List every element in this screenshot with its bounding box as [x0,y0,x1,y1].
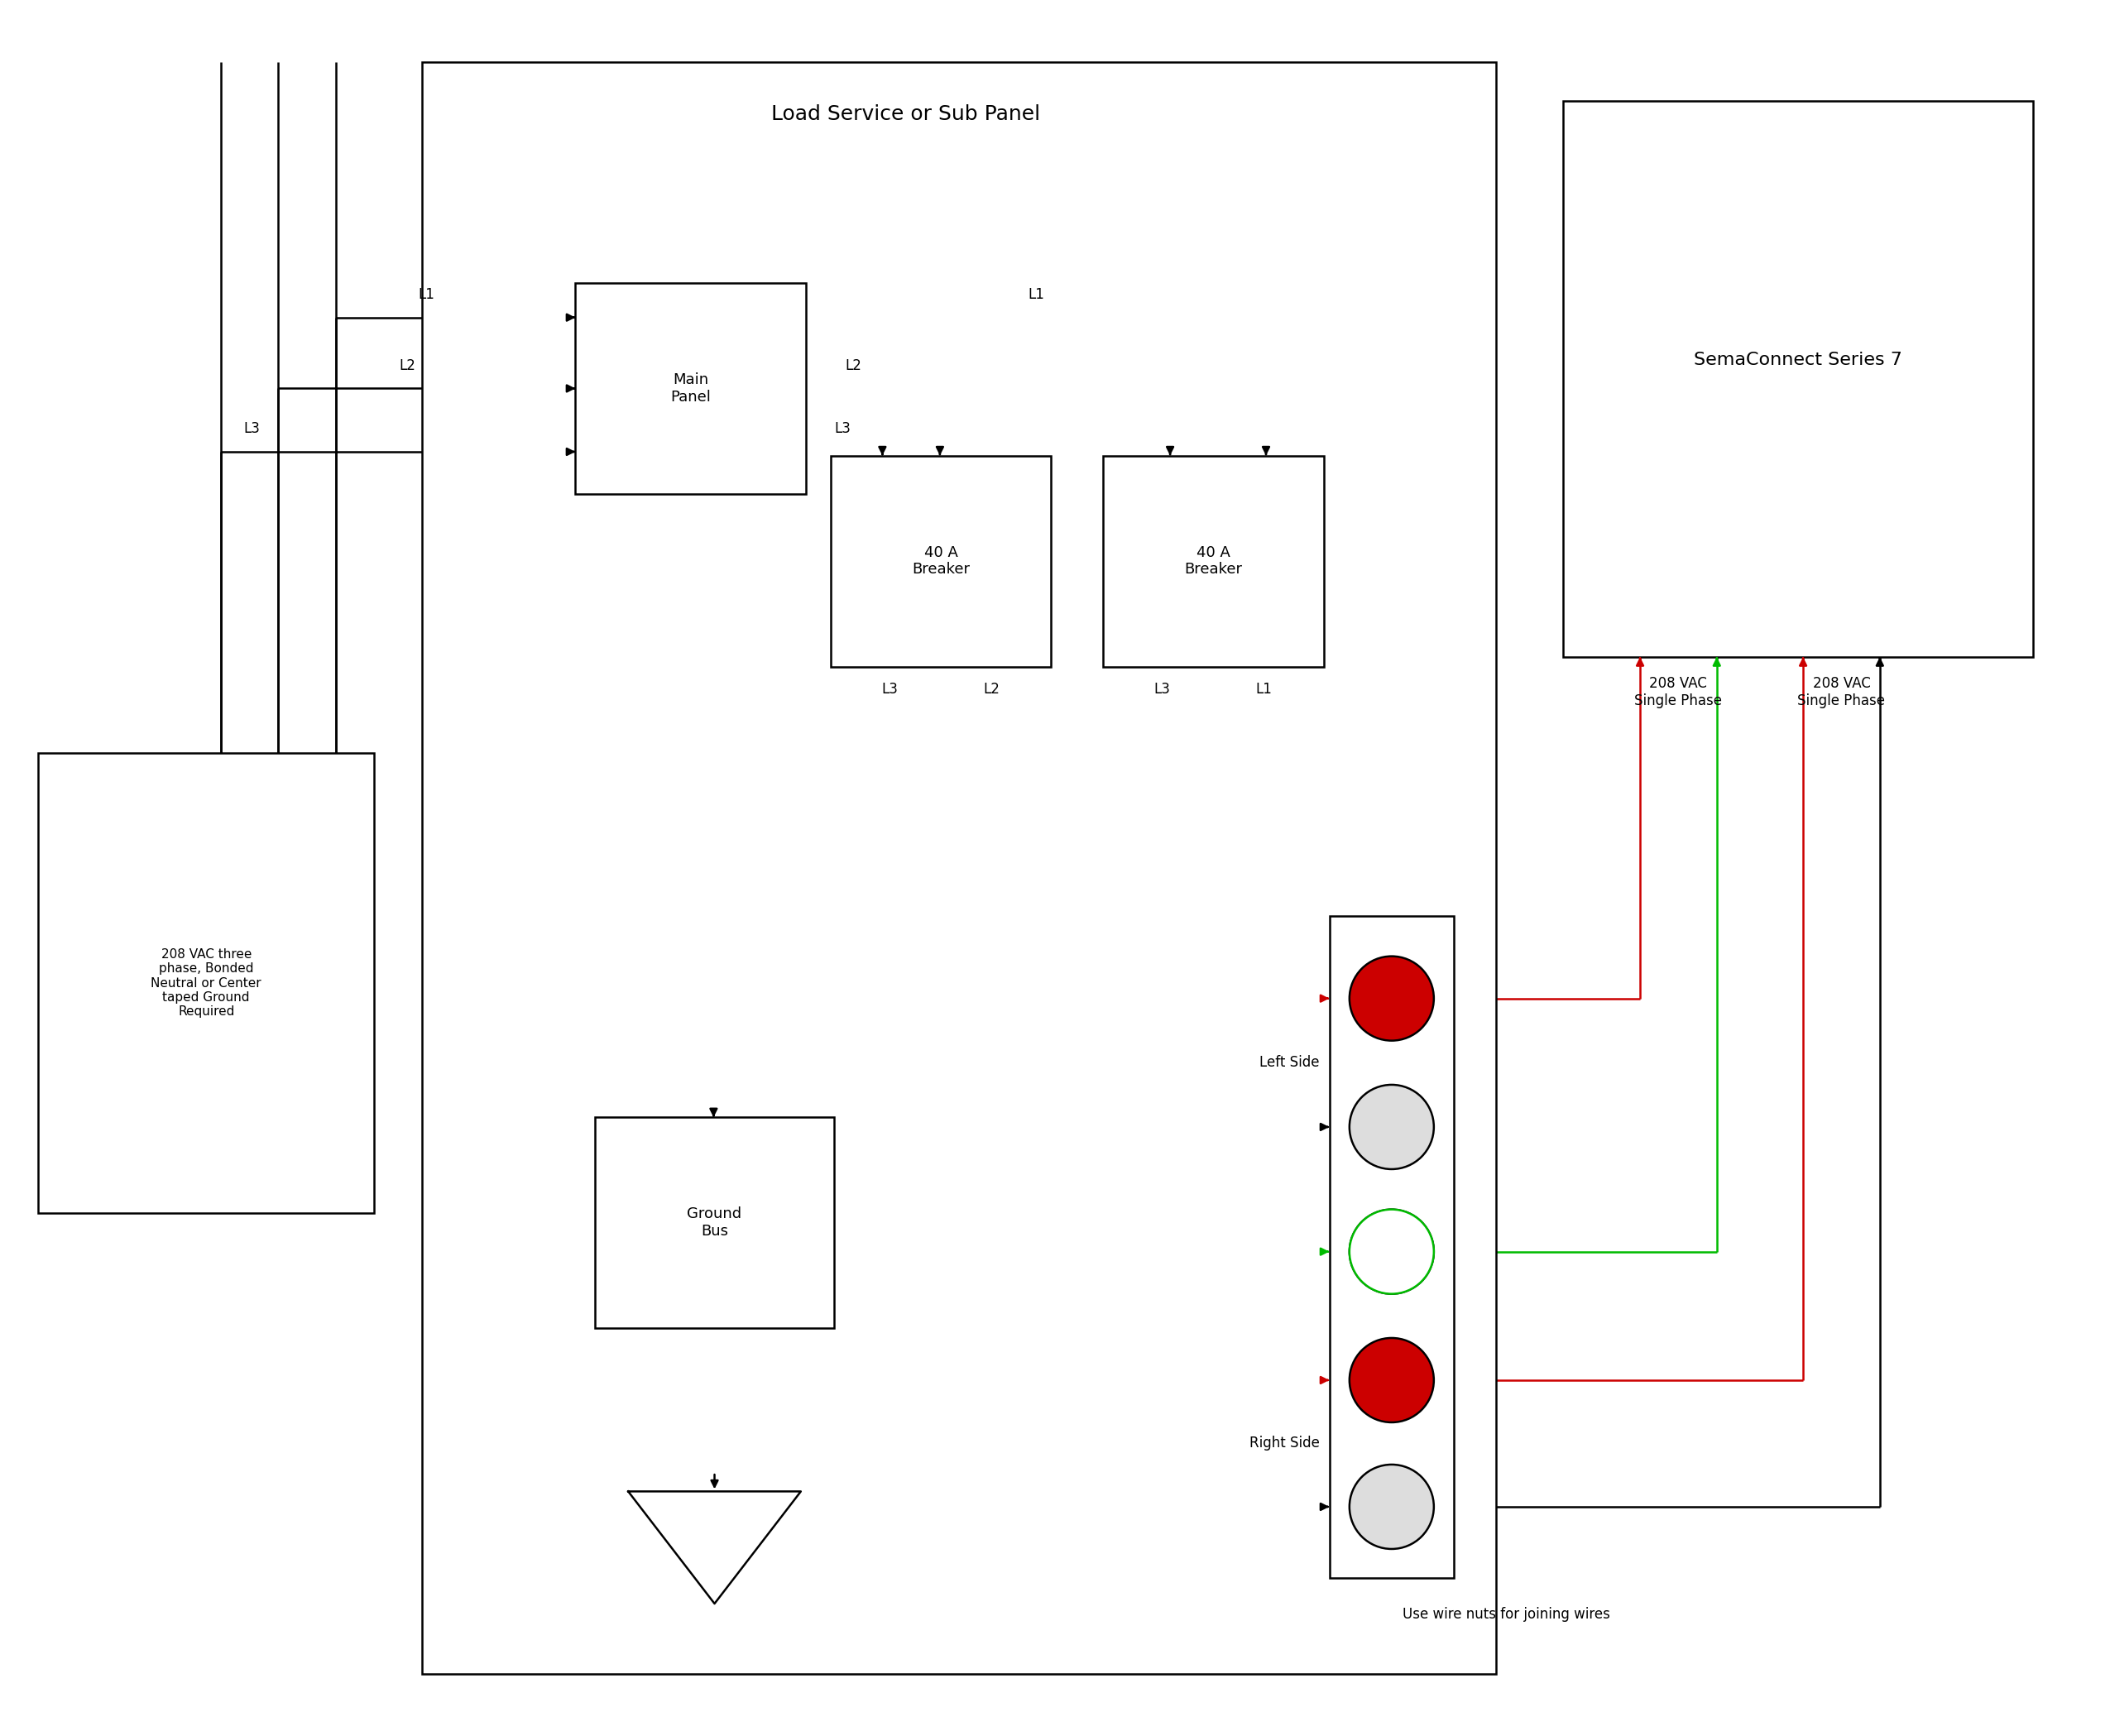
Bar [595,1118,833,1328]
Text: L2: L2 [399,358,416,373]
Bar [1329,917,1454,1578]
Text: Main
Panel: Main Panel [671,373,711,404]
Text: Load Service or Sub Panel: Load Service or Sub Panel [770,104,1040,125]
Circle shape [1350,957,1435,1040]
Text: 40 A
Breaker: 40 A Breaker [1184,545,1243,576]
Text: SemaConnect Series 7: SemaConnect Series 7 [1694,351,1903,368]
Circle shape [1350,1085,1435,1168]
Bar [831,455,1051,667]
Text: L1: L1 [418,286,435,302]
Text: 208 VAC
Single Phase: 208 VAC Single Phase [1635,677,1722,708]
Text: L2: L2 [846,358,861,373]
Circle shape [1350,1465,1435,1549]
Text: L3: L3 [833,422,850,436]
Circle shape [1350,1338,1435,1422]
Text: L1: L1 [1028,286,1044,302]
Text: L1: L1 [1255,682,1272,696]
Bar [422,62,1496,1674]
Bar [38,753,373,1213]
Bar [1104,455,1323,667]
Text: Right Side: Right Side [1249,1436,1319,1451]
Text: L3: L3 [243,422,260,436]
Circle shape [1350,1210,1435,1293]
Text: 208 VAC three
phase, Bonded
Neutral or Center
taped Ground
Required: 208 VAC three phase, Bonded Neutral or C… [152,948,262,1017]
Text: Ground
Bus: Ground Bus [688,1207,743,1240]
Circle shape [1350,1210,1435,1293]
Text: 208 VAC
Single Phase: 208 VAC Single Phase [1798,677,1886,708]
Text: Use wire nuts for joining wires: Use wire nuts for joining wires [1403,1606,1610,1621]
Bar [576,283,806,495]
Text: L2: L2 [983,682,1000,696]
Text: Left Side: Left Side [1260,1055,1319,1069]
Bar [1564,101,2034,656]
Text: 40 A
Breaker: 40 A Breaker [912,545,971,576]
Text: L3: L3 [1154,682,1171,696]
Text: L3: L3 [882,682,899,696]
